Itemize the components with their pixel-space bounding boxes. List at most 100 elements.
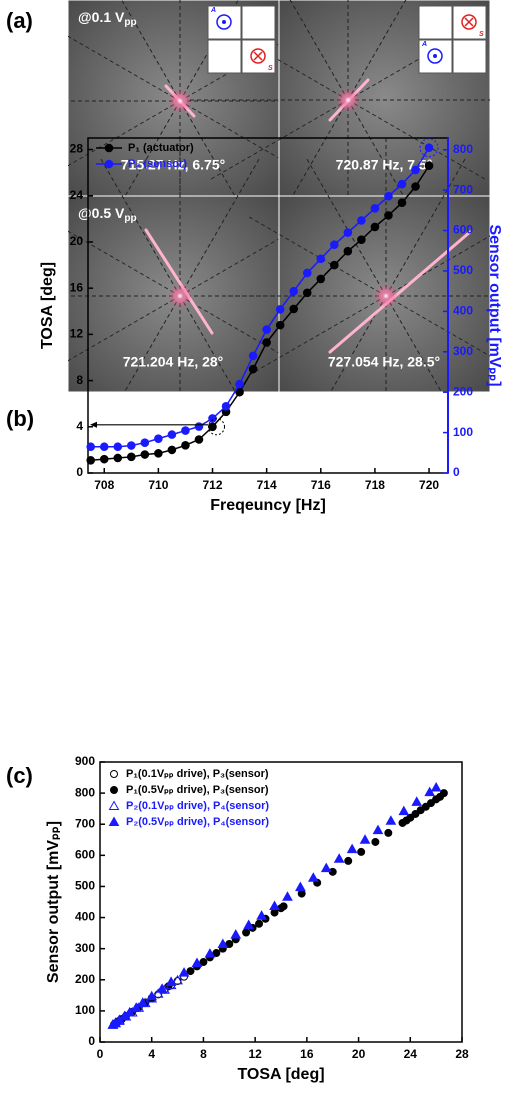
x-tick-label: 714: [257, 478, 277, 492]
dot-center: [222, 20, 226, 24]
legend-marker: [108, 816, 120, 826]
x-tick-label: 20: [352, 1047, 366, 1061]
panel-label: (c): [6, 763, 33, 788]
y-axis-title: Sensor output [mVₚₚ]: [45, 821, 62, 983]
photo-grid-line: [68, 230, 181, 297]
y-tick-label: 300: [75, 941, 95, 955]
legend-label: P₂(0.5Vₚₚ drive), P₄(sensor): [126, 816, 269, 828]
data-point: [357, 235, 366, 244]
photo-grid-line: [289, 0, 349, 101]
photo-grid-line: [68, 100, 181, 167]
legend-marker: [110, 786, 118, 794]
y2-tick-label: 800: [453, 142, 473, 156]
data-point: [269, 900, 280, 911]
data-point: [316, 254, 326, 264]
cross-symbol: [461, 14, 477, 30]
legend-label: P₃ (sensor): [128, 158, 187, 170]
data-point: [248, 364, 258, 374]
data-point: [242, 928, 251, 937]
data-point: [397, 179, 407, 189]
inset-label: S: [268, 65, 273, 72]
data-point: [99, 454, 109, 464]
photo-caption: 721.204 Hz, 28°: [123, 354, 224, 370]
voltage-label: @0.1 Vpp: [78, 9, 137, 28]
data-point: [154, 449, 163, 458]
y-tick-label: 200: [75, 972, 95, 986]
annotation-circle: [419, 138, 439, 158]
photo-grid-line: [247, 295, 387, 377]
photo-grid-line: [68, 35, 181, 102]
data-point: [86, 442, 96, 452]
data-point: [289, 286, 299, 296]
data-point: [113, 453, 123, 463]
legend-label: P₁ (actuator): [128, 142, 194, 154]
panel-label: (b): [6, 406, 34, 431]
inset-label: S: [479, 31, 484, 38]
data-point: [370, 222, 380, 232]
data-point: [137, 997, 149, 1007]
data-point: [346, 843, 358, 854]
data-point: [295, 881, 306, 892]
data-point: [371, 837, 380, 846]
cross-symbol: [250, 48, 266, 64]
legend-marker: [104, 159, 114, 169]
x-tick-label: 718: [365, 478, 385, 492]
data-point: [411, 796, 423, 806]
data-point: [194, 422, 204, 431]
photo-grid-line: [247, 215, 387, 297]
data-point: [127, 441, 136, 450]
x-tick-label: 4: [148, 1047, 155, 1061]
voltage-sub: pp: [124, 213, 136, 224]
photo-caption: 727.054 Hz, 28.5°: [328, 354, 440, 370]
data-point: [357, 216, 366, 225]
data-point: [297, 889, 306, 898]
data-point: [86, 455, 96, 465]
photo-grid-line: [347, 0, 407, 101]
data-point: [307, 872, 319, 882]
inset-label: A: [421, 41, 427, 48]
data-point: [167, 445, 177, 455]
y-tick-label: 700: [75, 816, 95, 830]
y-tick-label: 16: [70, 280, 84, 294]
photo-grid-line: [209, 99, 349, 181]
photo-grid-line: [347, 99, 487, 181]
data-point: [262, 338, 271, 347]
annotation-circle: [208, 418, 226, 436]
data-point: [140, 438, 150, 447]
laser-spot: [168, 89, 192, 113]
data-point: [302, 268, 312, 278]
data-point: [221, 402, 231, 411]
data-point: [230, 929, 242, 939]
cross-mark: [253, 51, 263, 61]
data-point: [282, 891, 293, 901]
inset-cell: [418, 5, 453, 40]
legend-marker: [110, 770, 118, 778]
x-tick-label: 708: [94, 478, 114, 492]
cross-mark: [464, 17, 474, 27]
data-point: [124, 1006, 136, 1017]
voltage-sub: pp: [124, 17, 136, 28]
x-tick-label: 720: [419, 478, 439, 492]
data-point: [130, 1002, 142, 1012]
data-point: [99, 442, 109, 452]
data-point: [178, 967, 190, 977]
y2-tick-label: 100: [453, 425, 473, 439]
y-tick-label: 500: [75, 879, 95, 893]
data-point: [154, 434, 163, 443]
data-point: [320, 862, 332, 873]
data-point: [275, 305, 285, 314]
data-point: [199, 958, 208, 967]
y-tick-label: 600: [75, 848, 95, 862]
x-tick-label: 712: [202, 478, 222, 492]
data-point: [411, 165, 420, 175]
data-point: [302, 288, 312, 298]
data-point: [186, 967, 195, 976]
data-point: [208, 422, 217, 432]
inset-cell: [207, 39, 242, 74]
data-point: [181, 426, 190, 435]
data-point: [384, 211, 393, 220]
data-point: [289, 304, 299, 314]
data-point: [217, 938, 229, 948]
chart: 0 4 8 12 16 20 24 28 0 100 200 300 400 500 600 700 800 90…: [45, 754, 469, 1083]
